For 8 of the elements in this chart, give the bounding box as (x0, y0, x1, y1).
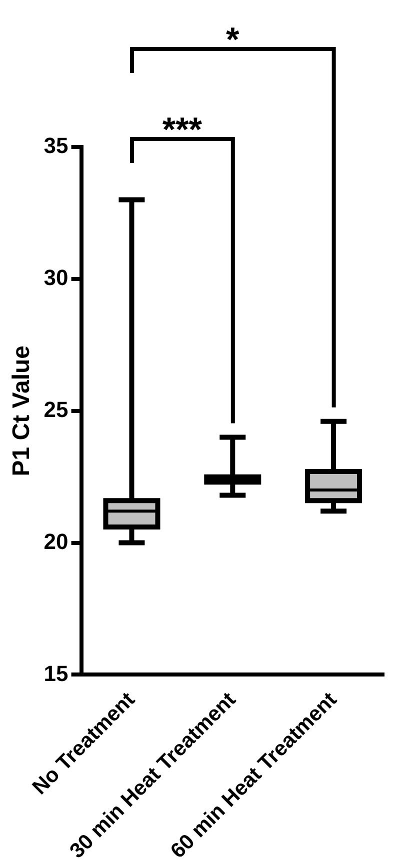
y-tick-label: 30 (44, 264, 68, 290)
y-tick-label: 20 (44, 528, 68, 554)
text: * (226, 21, 240, 59)
y-axis-title: P1 Ct Value (8, 346, 36, 476)
annotation: *** (162, 111, 203, 149)
y-tick-label: 15 (44, 660, 68, 686)
y-tick-label: 35 (44, 133, 68, 158)
y-tick-label: 25 (44, 396, 68, 422)
